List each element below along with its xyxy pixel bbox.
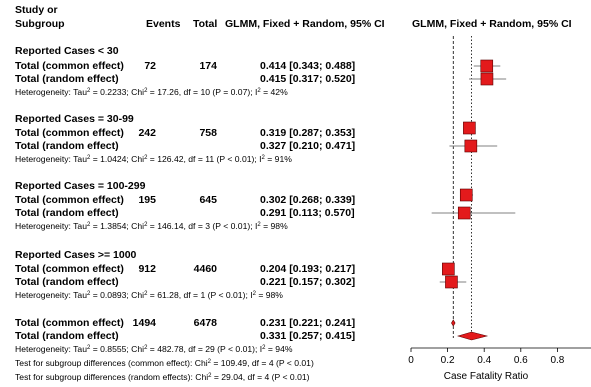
random-effect-ci: 0.221 [0.157; 0.302]	[260, 276, 356, 288]
subgroup-title: Reported Cases < 30	[15, 45, 119, 57]
subgroup-title: Reported Cases = 30-99	[15, 113, 134, 125]
test-subgroup-random-text: Test for subgroup differences (random ef…	[15, 372, 310, 382]
header-total: Total	[193, 18, 218, 30]
test-subgroup-common-text: Test for subgroup differences (common ef…	[15, 358, 314, 368]
overall-random-effect-label: Total (random effect)	[15, 330, 119, 342]
overall-common-effect-ci: 0.231 [0.221; 0.241]	[260, 317, 356, 329]
header-plot-column: GLMM, Fixed + Random, 95% CI	[412, 18, 572, 30]
x-axis-tick-label: 0	[408, 355, 414, 366]
total-value: 4460	[193, 263, 217, 275]
overall-heterogeneity-text: Heterogeneity: Tau2 = 0.8555; Chi2 = 482…	[15, 344, 293, 354]
overall-common-effect-diamond	[451, 319, 456, 327]
random-effect-label: Total (random effect)	[15, 140, 119, 152]
overall-random-effect-diamond	[456, 331, 489, 341]
total-value: 174	[199, 60, 217, 72]
common-effect-estimate-marker	[480, 59, 494, 73]
common-effect-label: Total (common effect)	[15, 60, 124, 72]
subgroup-title: Reported Cases >= 1000	[15, 249, 137, 261]
events-value: 242	[138, 127, 156, 139]
random-effect-estimate-marker	[464, 139, 478, 153]
overall-events-value: 1494	[132, 317, 156, 329]
x-axis-label: Case Fatality Ratio	[444, 371, 529, 382]
common-effect-estimate-marker	[459, 188, 473, 202]
common-effect-ci: 0.319 [0.287; 0.353]	[260, 127, 356, 139]
random-effect-label: Total (random effect)	[15, 73, 119, 85]
total-value: 758	[199, 127, 217, 139]
header-ci-column: GLMM, Fixed + Random, 95% CI	[225, 18, 385, 30]
common-effect-ci: 0.302 [0.268; 0.339]	[260, 194, 356, 206]
overall-total-value: 6478	[193, 317, 217, 329]
random-effect-ci: 0.291 [0.113; 0.570]	[260, 207, 355, 219]
common-effect-label: Total (common effect)	[15, 263, 124, 275]
common-effect-label: Total (common effect)	[15, 194, 124, 206]
random-effect-label: Total (random effect)	[15, 276, 119, 288]
x-axis-tick-label: 0.4	[477, 355, 491, 366]
heterogeneity-text: Heterogeneity: Tau2 = 1.0424; Chi2 = 126…	[15, 154, 292, 164]
x-axis-tick-label: 0.8	[550, 355, 564, 366]
common-effect-ci: 0.414 [0.343; 0.488]	[260, 60, 356, 72]
overall-common-effect-label: Total (common effect)	[15, 317, 124, 329]
random-effect-estimate-marker	[480, 72, 494, 86]
overall-random-effect-ci: 0.331 [0.257; 0.415]	[260, 330, 356, 342]
random-effect-label: Total (random effect)	[15, 207, 119, 219]
header-study-line2: Subgroup	[15, 18, 65, 30]
header-study-line1: Study or	[15, 4, 58, 16]
heterogeneity-text: Heterogeneity: Tau2 = 0.2233; Chi2 = 17.…	[15, 87, 288, 97]
random-effect-estimate-marker	[457, 206, 471, 220]
events-value: 195	[138, 194, 156, 206]
random-effect-estimate-marker	[445, 275, 458, 289]
x-axis-tick-label: 0.2	[441, 355, 455, 366]
x-axis-tick-label: 0.6	[514, 355, 528, 366]
total-value: 645	[199, 194, 217, 206]
events-value: 912	[138, 263, 156, 275]
header-events: Events	[146, 18, 181, 30]
common-effect-ci: 0.204 [0.193; 0.217]	[260, 263, 356, 275]
random-effect-ci: 0.327 [0.210; 0.471]	[260, 140, 356, 152]
heterogeneity-text: Heterogeneity: Tau2 = 1.3854; Chi2 = 146…	[15, 221, 288, 231]
random-effect-ci: 0.415 [0.317; 0.520]	[260, 73, 356, 85]
subgroup-title: Reported Cases = 100-299	[15, 180, 146, 192]
common-effect-estimate-marker	[463, 121, 476, 135]
common-effect-estimate-marker	[442, 262, 455, 276]
events-value: 72	[144, 60, 156, 72]
common-effect-label: Total (common effect)	[15, 127, 124, 139]
heterogeneity-text: Heterogeneity: Tau2 = 0.0893; Chi2 = 61.…	[15, 290, 283, 300]
